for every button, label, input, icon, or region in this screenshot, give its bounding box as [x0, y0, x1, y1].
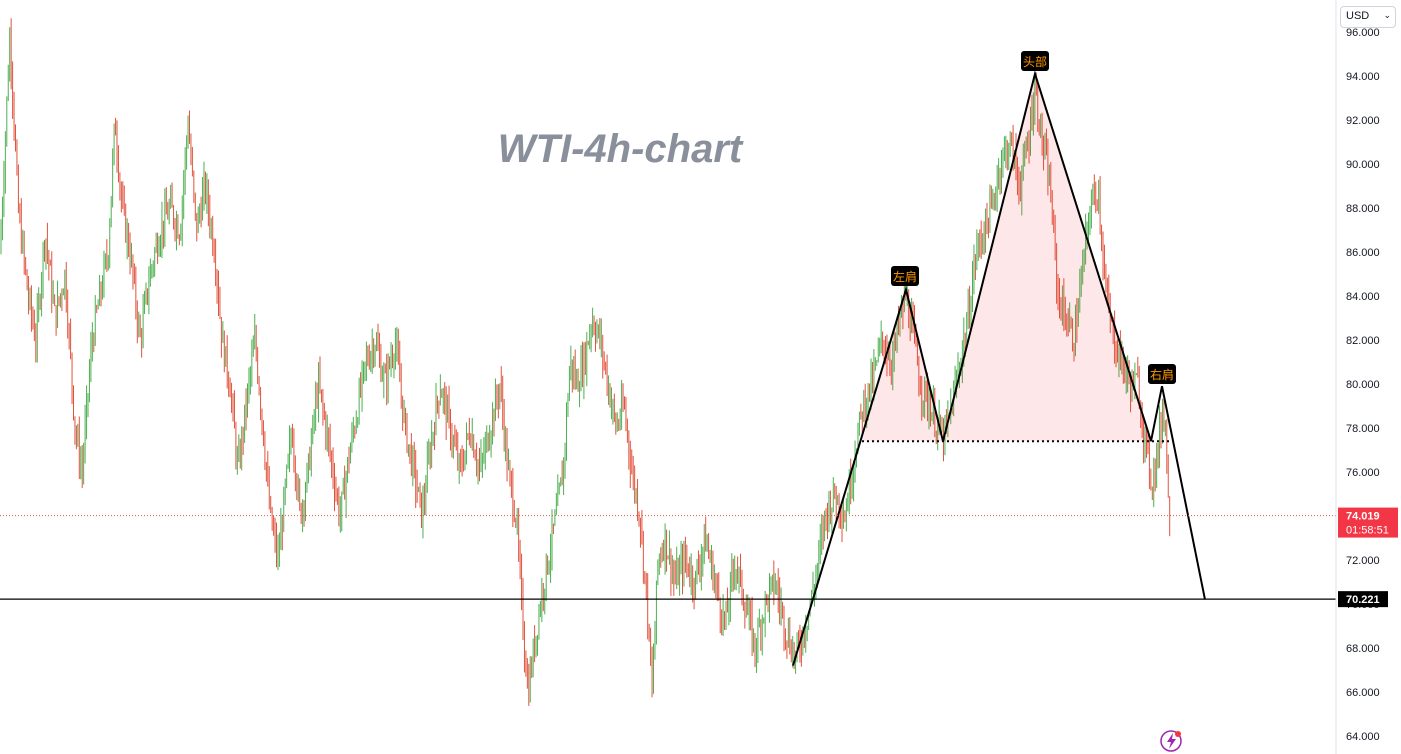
chevron-down-icon: ⌄ — [1383, 10, 1391, 20]
current-price-badge — [1338, 507, 1398, 538]
price-axis: 64.00066.00068.00070.00072.00074.00076.0… — [1335, 0, 1401, 754]
left-shoulder-label: 左肩 — [891, 266, 919, 286]
y-tick-label: 94.000 — [1346, 71, 1380, 83]
support-line-label: 70.221 — [1346, 594, 1380, 606]
y-tick-label: 88.000 — [1346, 203, 1380, 215]
y-tick-label: 68.000 — [1346, 643, 1380, 655]
pattern-fill — [862, 73, 1151, 442]
currency-label: USD — [1346, 10, 1370, 22]
y-tick-label: 84.000 — [1346, 291, 1380, 303]
countdown-label: 01:58:51 — [1346, 525, 1389, 537]
overlay-layer: WTI-4h-chart — [0, 127, 1336, 752]
head-label: 头部 — [1021, 51, 1049, 71]
notification-dot — [1175, 731, 1181, 737]
right-shoulder-label: 右肩 — [1148, 364, 1176, 384]
head-label-box — [1021, 51, 1049, 71]
price-axis-bg — [1336, 0, 1401, 754]
current-price-label: 74.019 — [1346, 511, 1380, 523]
y-tick-label: 66.000 — [1346, 687, 1380, 699]
left-shoulder-label-box — [891, 266, 919, 286]
y-tick-label: 76.000 — [1346, 467, 1380, 479]
y-tick-label: 92.000 — [1346, 115, 1380, 127]
right-shoulder-label-box — [1148, 364, 1176, 384]
y-tick-label: 86.000 — [1346, 247, 1380, 259]
y-tick-label: 78.000 — [1346, 423, 1380, 435]
y-tick-label: 96.000 — [1346, 27, 1380, 39]
head-label-text: 头部 — [1023, 54, 1047, 69]
y-tick-label: 80.000 — [1346, 379, 1380, 391]
support-line-badge — [1338, 591, 1388, 608]
y-tick-label: 82.000 — [1346, 335, 1380, 347]
pattern-zigzag-line — [792, 70, 1206, 666]
currency-select[interactable]: USD ⌄ — [1340, 6, 1396, 28]
right-shoulder-label-text: 右肩 — [1150, 367, 1174, 382]
lightning-icon — [1160, 730, 1182, 752]
y-tick-label: 72.000 — [1346, 555, 1380, 567]
y-tick-label: 64.000 — [1346, 731, 1380, 743]
y-tick-label: 90.000 — [1346, 159, 1380, 171]
lightning-icon-bolt — [1167, 733, 1176, 749]
left-shoulder-label-text: 左肩 — [893, 269, 917, 284]
chart-title: WTI-4h-chart — [498, 127, 744, 171]
candles-layer — [0, 18, 1171, 706]
